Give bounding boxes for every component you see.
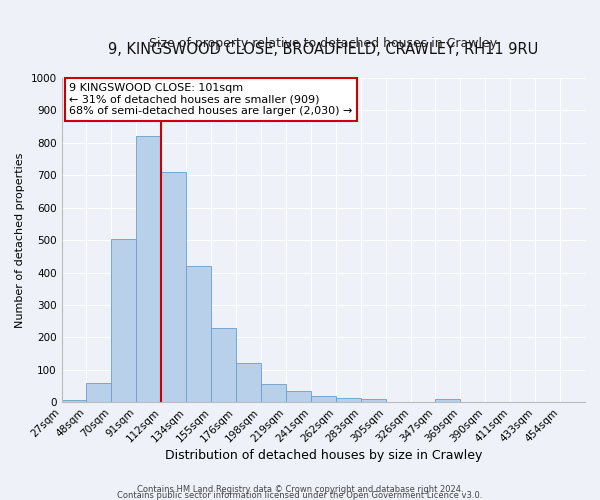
- Bar: [236, 364, 261, 402]
- X-axis label: Distribution of detached houses by size in Crawley: Distribution of detached houses by size …: [164, 450, 482, 462]
- Bar: [211, 328, 236, 402]
- Bar: [62, 400, 86, 402]
- Bar: [286, 391, 311, 402]
- Y-axis label: Number of detached properties: Number of detached properties: [15, 152, 25, 328]
- Bar: [161, 172, 186, 402]
- Bar: [261, 384, 286, 402]
- Bar: [86, 383, 112, 402]
- Text: 9 KINGSWOOD CLOSE: 101sqm
← 31% of detached houses are smaller (909)
68% of semi: 9 KINGSWOOD CLOSE: 101sqm ← 31% of detac…: [70, 83, 353, 116]
- Bar: [311, 396, 336, 402]
- Text: Contains HM Land Registry data © Crown copyright and database right 2024.: Contains HM Land Registry data © Crown c…: [137, 484, 463, 494]
- Bar: [136, 136, 161, 402]
- Bar: [361, 399, 386, 402]
- Title: Size of property relative to detached houses in Crawley: Size of property relative to detached ho…: [149, 38, 497, 51]
- Bar: [112, 238, 136, 402]
- Bar: [336, 398, 361, 402]
- Text: Contains public sector information licensed under the Open Government Licence v3: Contains public sector information licen…: [118, 490, 482, 500]
- Text: 9, KINGSWOOD CLOSE, BROADFIELD, CRAWLEY, RH11 9RU: 9, KINGSWOOD CLOSE, BROADFIELD, CRAWLEY,…: [108, 42, 538, 57]
- Bar: [436, 399, 460, 402]
- Bar: [186, 266, 211, 402]
